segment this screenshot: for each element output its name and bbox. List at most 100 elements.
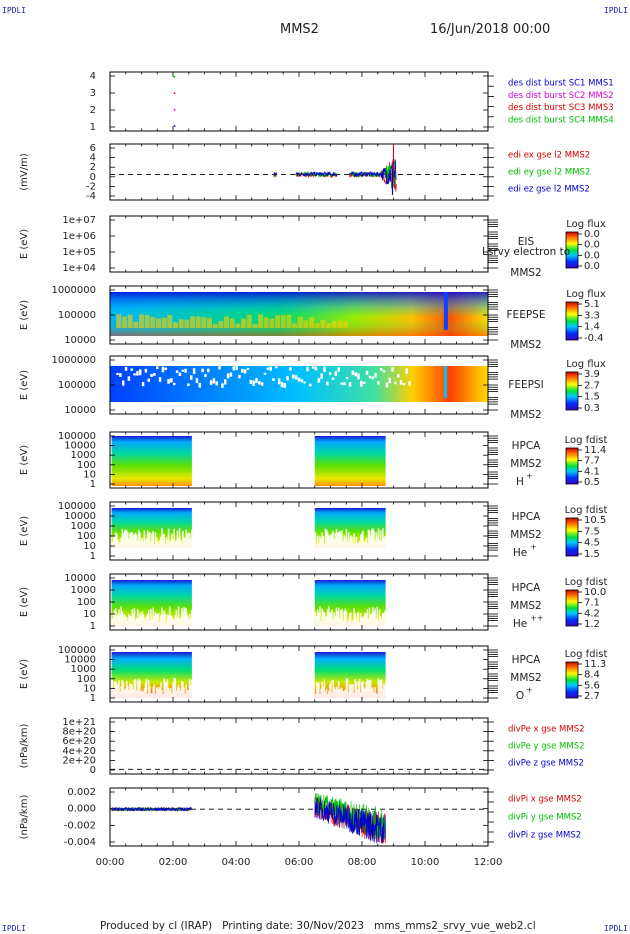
spectrogram-noise (188, 533, 191, 548)
spectrogram-noise (113, 681, 116, 698)
spectrogram-noise (150, 693, 152, 698)
spectrogram-noise (115, 616, 118, 626)
spectrogram-noise (344, 537, 347, 548)
spectrogram-noise (348, 684, 351, 698)
spectrogram-noise (116, 373, 119, 376)
spectrogram-noise (355, 536, 358, 548)
y-tick-label: 10000 (64, 655, 96, 666)
spectrogram-noise (384, 610, 386, 626)
spectrogram-noise (133, 607, 136, 626)
spectrogram-patch (292, 323, 298, 328)
spectrogram-patch (343, 320, 349, 328)
colorbar-tick-label: 0.0 (584, 250, 600, 261)
spacecraft-label: MMS2 (510, 267, 541, 279)
y-axis-label: E (eV) (19, 445, 30, 475)
spectrogram-noise (162, 614, 164, 626)
spectrogram-noise (345, 678, 348, 698)
spectrogram-noise (155, 687, 158, 698)
spectrogram-noise (218, 366, 221, 370)
spectrogram-noise (365, 370, 369, 375)
spectrogram-noise (184, 608, 186, 626)
spectrogram-noise (340, 532, 342, 548)
spectrogram-noise (185, 529, 188, 548)
spectrogram-noise (150, 373, 153, 378)
spectrogram-noise (365, 613, 368, 626)
spectrogram-patch (207, 317, 213, 328)
spectrogram-patch (133, 321, 139, 328)
spectrogram-noise (170, 378, 173, 383)
spectrogram-noise (367, 529, 370, 548)
burst-point (173, 76, 176, 78)
spectrogram-noise (402, 383, 406, 386)
spectrogram-noise (374, 373, 377, 378)
spectrogram-patch (303, 320, 309, 328)
y-tick-label: 2 (90, 105, 96, 116)
spectrogram-noise (375, 692, 377, 698)
spectrogram-noise (384, 684, 386, 698)
spectrogram-noise (185, 684, 188, 698)
colorbar-tick-label: 5.6 (584, 680, 600, 691)
spectrogram-noise (286, 375, 289, 381)
spectrogram-noise (138, 617, 140, 626)
spectrogram-noise (184, 538, 186, 548)
spectrogram-noise (173, 528, 175, 548)
spectrogram-noise (323, 679, 326, 698)
spectrogram-noise (353, 692, 355, 698)
spectrogram-noise (315, 615, 318, 626)
footer-credits: Produced by cl (IRAP) Printing date: 30/… (100, 920, 536, 932)
spectrogram-noise (383, 537, 385, 548)
y-tick-label: 100000 (58, 310, 96, 321)
spectrogram-noise (171, 533, 173, 548)
spectrogram-noise (134, 619, 137, 626)
spectrogram-noise (164, 681, 167, 698)
spectrogram-noise (170, 615, 172, 626)
spectrogram-noise (188, 614, 191, 626)
spectrogram-noise (345, 376, 349, 379)
spectrogram-noise (388, 377, 391, 384)
spectrogram-noise (356, 612, 359, 626)
spectrogram-noise (362, 680, 364, 698)
species-label: H (516, 476, 524, 488)
spectrogram-noise (316, 535, 319, 548)
spectrogram-noise (361, 532, 363, 548)
y-tick-label: 1000 (71, 664, 96, 675)
spectrogram-noise (341, 608, 343, 626)
spectrogram-noise (131, 532, 134, 548)
spectrogram-noise (321, 681, 323, 698)
colorbar-tick-label: 3.9 (584, 369, 600, 380)
spectrogram-noise (145, 538, 148, 548)
spectrogram-noise (374, 540, 376, 548)
spectrogram-noise (351, 370, 355, 376)
spectrogram-noise (147, 378, 150, 382)
colorbar-tick-label: 2.7 (584, 380, 600, 391)
spectrogram-noise (385, 543, 387, 548)
spectrogram-noise (337, 681, 340, 698)
spectrogram-noise (136, 680, 139, 698)
spectrogram-noise (292, 374, 295, 379)
spectrogram-noise (115, 533, 118, 548)
spectrogram-noise (300, 379, 304, 383)
spectrogram-noise (195, 378, 199, 384)
spectrogram-patch (150, 316, 156, 328)
y-tick-label: 6e+20 (62, 736, 96, 747)
y-tick-label: 1 (90, 693, 96, 704)
spectrogram-noise (361, 682, 363, 698)
spectrogram-noise (336, 611, 339, 626)
spectrogram-noise (204, 374, 207, 378)
spectrogram-noise (130, 531, 132, 548)
y-tick-label: 100000 (58, 380, 96, 391)
spectrogram-noise (379, 530, 382, 548)
spectrogram-noise (351, 536, 353, 548)
spectrogram-noise (363, 687, 365, 698)
y-tick-label: 2e+20 (62, 755, 96, 766)
spectrogram-noise (178, 618, 181, 626)
spectrogram-noise (318, 543, 320, 548)
colorbar-tick-label: 11.4 (584, 445, 606, 456)
spectrogram-noise (224, 379, 227, 385)
colorbar-tick-label: 4.1 (584, 466, 600, 477)
spectrogram-noise (280, 381, 284, 388)
spectrogram-noise (189, 684, 192, 698)
spectrogram-noise (232, 366, 236, 371)
spectrogram-noise (330, 680, 332, 698)
spectrogram-noise (343, 690, 346, 698)
